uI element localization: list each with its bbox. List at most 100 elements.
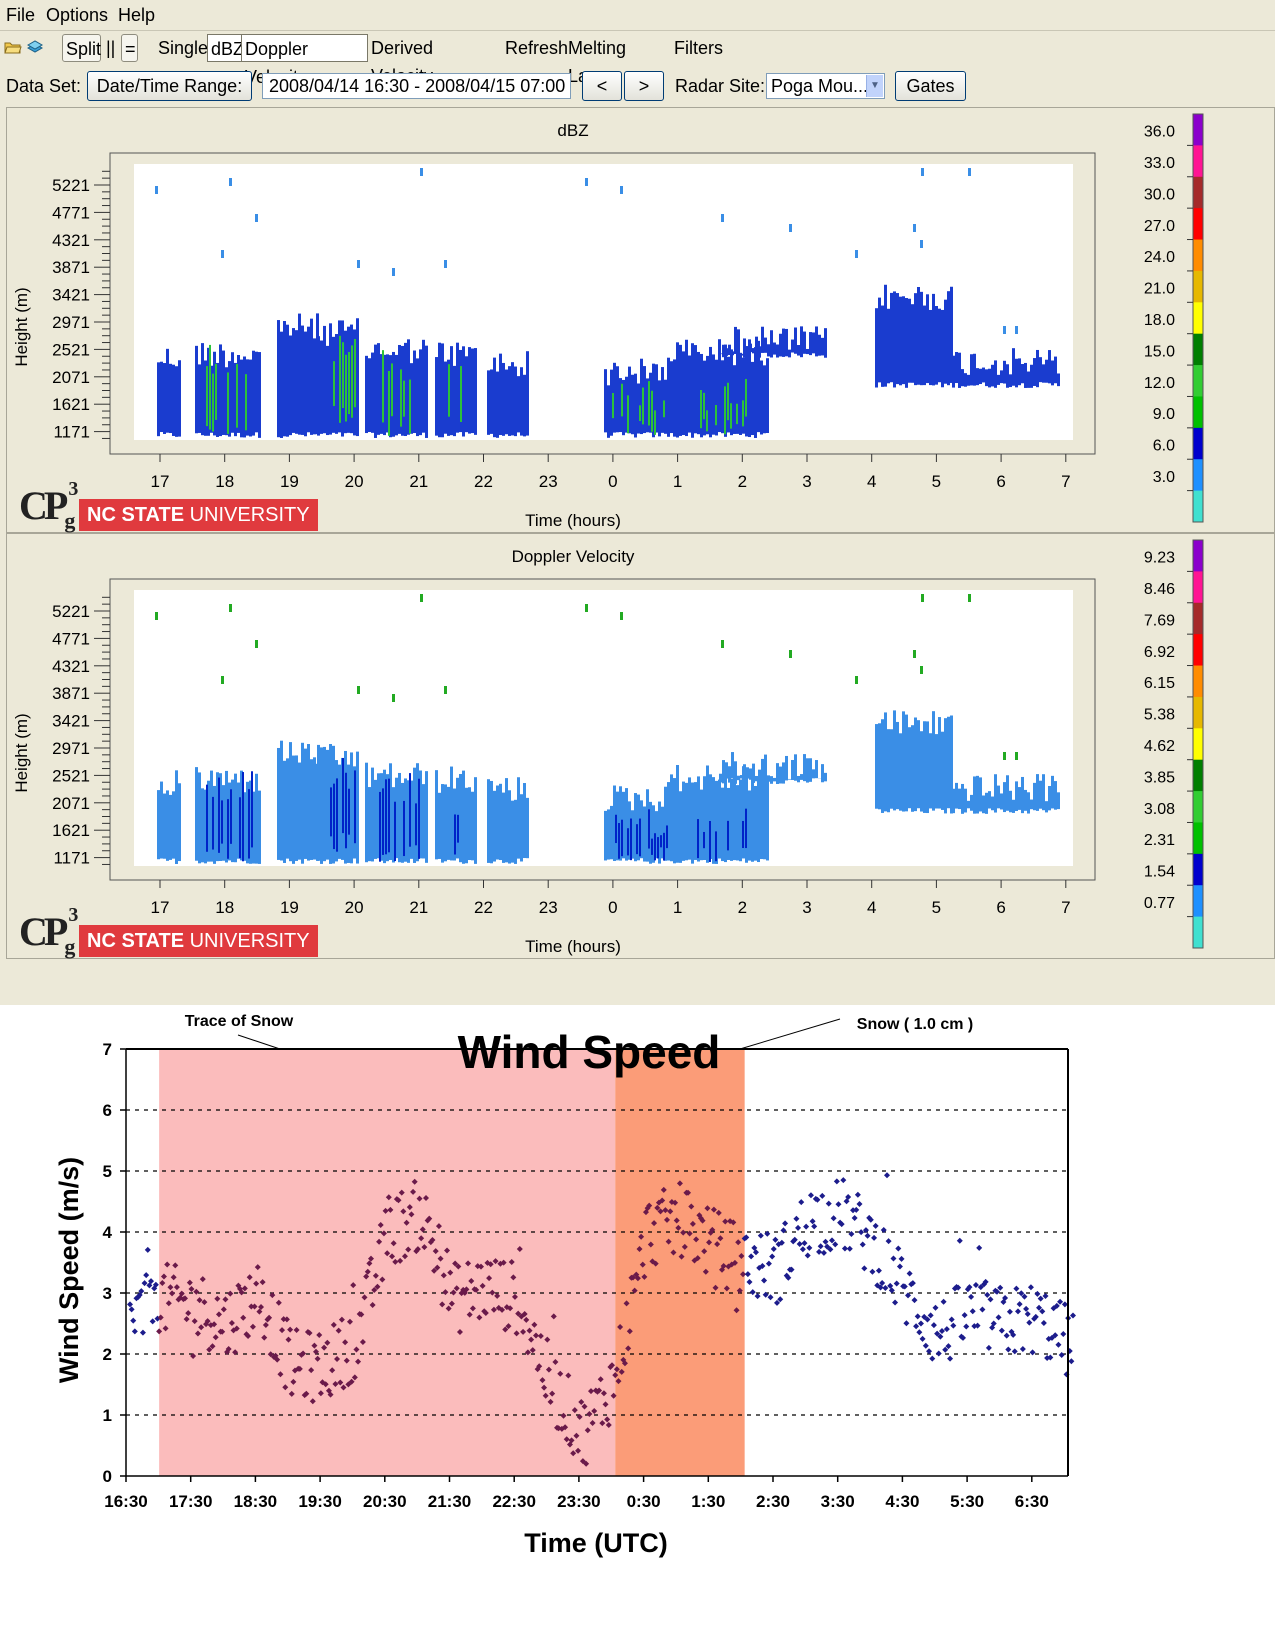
echo-column: [246, 781, 249, 864]
echo-column: [395, 777, 398, 859]
data-point: [909, 1280, 916, 1287]
x-tick-label: 20: [345, 472, 364, 491]
date-time-range-button[interactable]: Date/Time Range:: [87, 71, 252, 101]
echo-column: [255, 773, 258, 864]
echo-core: [663, 832, 665, 861]
data-point: [748, 1253, 755, 1260]
echo-core: [345, 354, 347, 422]
gates-button[interactable]: Gates: [895, 71, 966, 101]
colorbar-swatch: [1193, 114, 1203, 146]
data-point: [709, 1226, 716, 1233]
echo-column: [526, 797, 529, 859]
echo-column: [404, 342, 407, 437]
data-point: [183, 1316, 190, 1323]
echo-column: [809, 332, 812, 356]
data-point: [1070, 1312, 1077, 1319]
x-tick-label: 7: [1061, 472, 1070, 491]
data-point: [473, 1286, 480, 1293]
melting-layer-button[interactable]: Melting Layer: [568, 38, 627, 86]
derived-velocity-button[interactable]: Derived Velocity: [371, 38, 434, 86]
echo-column: [1039, 780, 1042, 809]
menu-file[interactable]: File: [6, 5, 36, 25]
echo-column: [721, 787, 724, 862]
echo-column: [985, 792, 988, 814]
data-point: [152, 1281, 159, 1288]
echo-core: [348, 352, 350, 415]
echo-column: [994, 774, 997, 813]
data-point: [371, 1287, 378, 1294]
side-by-side-button[interactable]: ||: [106, 38, 116, 58]
data-point: [767, 1294, 774, 1301]
data-point: [249, 1323, 256, 1330]
data-point: [452, 1260, 459, 1267]
echo-core: [351, 345, 353, 418]
echo-column: [213, 351, 216, 436]
data-point: [256, 1308, 263, 1315]
data-point: [769, 1253, 776, 1260]
echo-column: [764, 337, 767, 353]
x-tick-label: 16:30: [104, 1492, 147, 1511]
data-point: [444, 1247, 451, 1254]
data-point: [405, 1246, 412, 1253]
data-point: [225, 1346, 232, 1353]
echo-column: [637, 794, 640, 861]
echo-column: [982, 795, 985, 814]
echo-column: [932, 293, 935, 386]
data-point: [1058, 1351, 1065, 1358]
data-point: [215, 1311, 222, 1318]
echo-column: [878, 297, 881, 383]
data-point: [355, 1358, 362, 1365]
echo-column: [175, 770, 178, 864]
data-point: [665, 1238, 672, 1245]
echo-column: [944, 299, 947, 384]
refresh-button[interactable]: Refresh: [505, 38, 569, 58]
stacked-button[interactable]: =: [121, 34, 138, 62]
data-point: [756, 1264, 763, 1271]
data-point: [832, 1241, 839, 1248]
save-stack-icon[interactable]: [26, 38, 44, 56]
doppler-chart[interactable]: Doppler Velocity522147714321387134212971…: [7, 534, 1274, 958]
echo-column: [231, 352, 234, 433]
echo-column: [465, 787, 468, 864]
echo-column: [283, 760, 286, 863]
echo-column: [234, 362, 237, 437]
echo-column: [616, 791, 619, 861]
data-point: [689, 1220, 696, 1227]
date-time-range-field[interactable]: 2008/04/14 16:30 - 2008/04/15 07:00: [262, 73, 571, 99]
echo-column: [1045, 359, 1048, 383]
data-point: [828, 1237, 835, 1244]
data-point: [969, 1308, 976, 1315]
data-point: [570, 1450, 577, 1457]
next-button[interactable]: >: [624, 71, 664, 101]
menu-options[interactable]: Options: [46, 5, 109, 25]
data-point: [1050, 1305, 1057, 1312]
doppler-velocity-toggle[interactable]: Doppler Velocity: [241, 34, 368, 87]
echo-column: [770, 776, 773, 784]
dataset-bar: Data Set: Date/Time Range: 2008/04/14 16…: [0, 68, 1275, 104]
data-point: [511, 1293, 518, 1300]
filters-button[interactable]: Filters: [674, 38, 723, 58]
dbz-chart[interactable]: dBZ5221477143213871342129712521207116211…: [7, 108, 1274, 532]
split-button[interactable]: Split: [62, 34, 101, 62]
data-point: [348, 1378, 355, 1385]
radar-site-select[interactable]: Poga Mou... ▼: [766, 73, 885, 99]
single-button[interactable]: Single: [158, 38, 209, 58]
x-tick-label: 0: [608, 472, 617, 491]
data-point: [584, 1427, 591, 1434]
data-point: [591, 1408, 598, 1415]
echo-core: [348, 788, 350, 835]
echo-core: [209, 344, 211, 430]
data-point: [929, 1355, 936, 1362]
previous-button[interactable]: <: [582, 71, 622, 101]
data-point: [1016, 1301, 1023, 1308]
open-folder-icon[interactable]: [4, 38, 22, 56]
menu-help[interactable]: Help: [118, 5, 156, 25]
dbz-toggle[interactable]: dBZ: [207, 34, 244, 62]
chevron-down-icon[interactable]: ▼: [866, 75, 883, 97]
echo-column: [204, 360, 207, 436]
echo-core: [354, 770, 356, 844]
data-point: [165, 1300, 172, 1307]
data-point: [204, 1318, 211, 1325]
echo-column: [730, 778, 733, 861]
data-point: [968, 1293, 975, 1300]
